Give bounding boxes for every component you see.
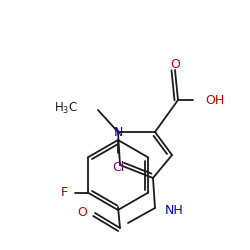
Text: N: N (113, 126, 123, 138)
Text: Cl: Cl (112, 161, 124, 174)
Text: OH: OH (205, 94, 224, 106)
Text: F: F (60, 186, 68, 199)
Text: O: O (77, 206, 87, 220)
Text: O: O (170, 58, 180, 71)
Text: NH: NH (165, 204, 184, 216)
Text: H$_3$C: H$_3$C (54, 100, 78, 116)
